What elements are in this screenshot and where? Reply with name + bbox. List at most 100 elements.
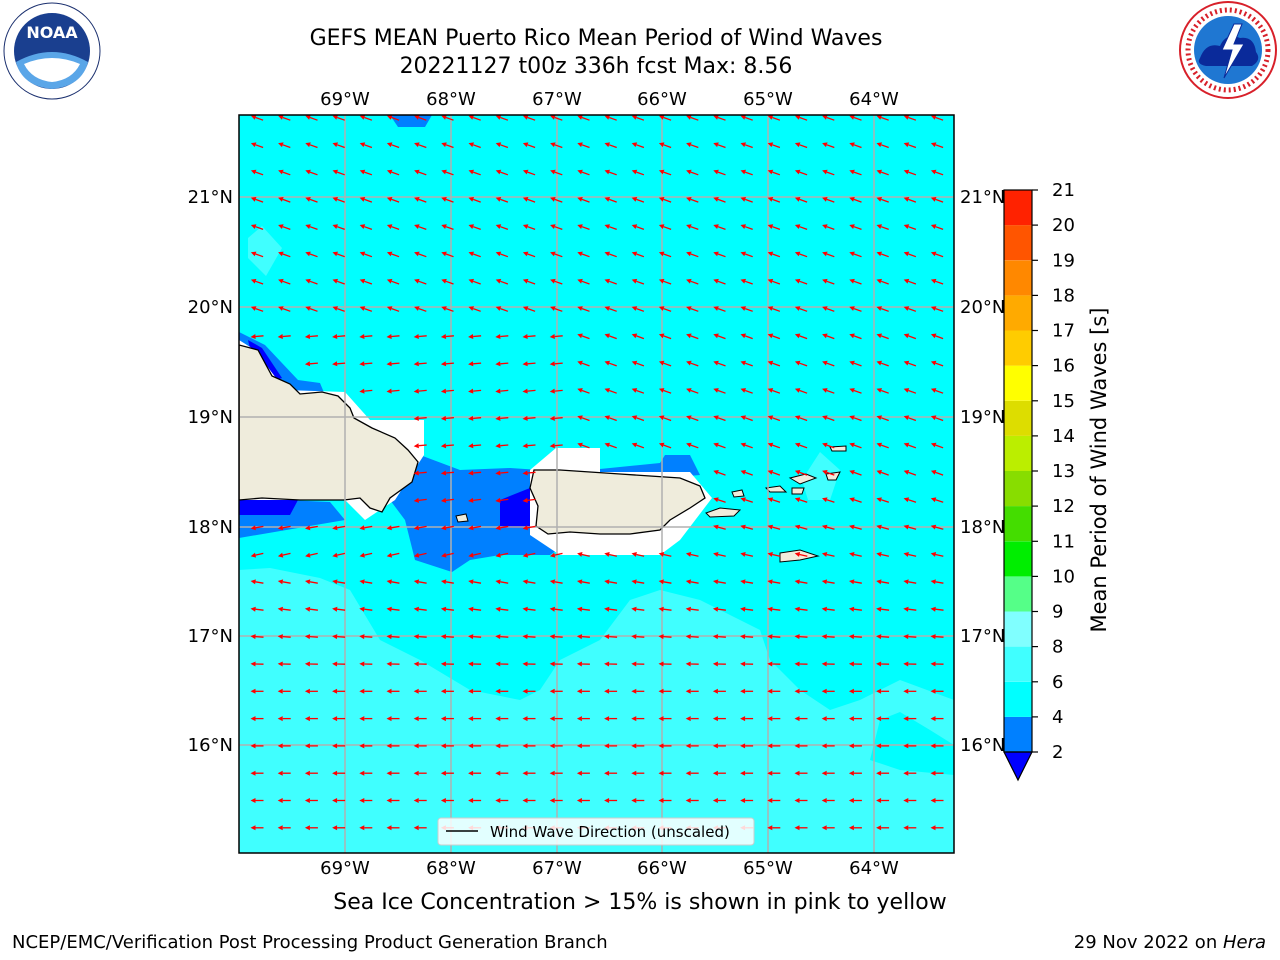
wave-direction-arrow bbox=[658, 716, 672, 722]
colorbar-tick-label: 2 bbox=[1052, 742, 1063, 763]
wave-direction-arrow bbox=[686, 142, 699, 149]
wave-direction-arrow bbox=[631, 278, 645, 285]
wave-direction-arrow bbox=[767, 388, 781, 394]
wave-direction-arrow bbox=[549, 743, 563, 749]
wave-direction-arrow bbox=[740, 442, 753, 449]
wave-direction-arrow bbox=[359, 579, 373, 585]
wave-direction-arrow bbox=[685, 770, 699, 776]
wave-direction-arrow bbox=[685, 579, 699, 585]
wave-direction-arrow bbox=[767, 716, 781, 722]
wave-direction-arrow bbox=[740, 770, 754, 776]
wave-direction-arrow bbox=[685, 716, 699, 722]
wave-direction-arrow bbox=[359, 798, 373, 803]
wave-direction-arrow bbox=[685, 552, 699, 557]
wave-direction-arrow bbox=[767, 798, 781, 803]
wave-direction-arrow bbox=[767, 142, 781, 149]
wave-direction-arrow bbox=[658, 333, 672, 340]
wave-direction-arrow bbox=[332, 278, 345, 285]
wave-direction-arrow bbox=[604, 743, 618, 749]
wave-direction-arrow bbox=[250, 688, 264, 694]
wave-direction-arrow bbox=[903, 743, 917, 749]
wave-direction-arrow bbox=[550, 142, 563, 149]
wave-direction-arrow bbox=[821, 579, 835, 585]
wave-direction-arrow bbox=[740, 579, 754, 585]
wave-direction-arrow bbox=[577, 552, 590, 557]
map-gridlines bbox=[239, 115, 954, 853]
wave-direction-arrow bbox=[930, 661, 944, 667]
wave-direction-arrow bbox=[604, 142, 617, 149]
colorbar-tick-label: 19 bbox=[1052, 250, 1075, 271]
wave-direction-arrow bbox=[849, 470, 862, 476]
colorbar-segment bbox=[1004, 646, 1032, 682]
wave-direction-arrow bbox=[468, 552, 482, 558]
wave-direction-arrow bbox=[332, 115, 345, 121]
wave-direction-arrow bbox=[822, 442, 835, 449]
wave-direction-arrow bbox=[794, 278, 808, 285]
wave-direction-arrow bbox=[576, 716, 590, 722]
lat-label-left: 16°N bbox=[188, 735, 233, 756]
wave-direction-arrow bbox=[250, 661, 264, 667]
wave-direction-arrow bbox=[876, 552, 890, 557]
wave-direction-arrow bbox=[305, 142, 318, 149]
wave-direction-arrow bbox=[767, 224, 781, 231]
wave-direction-arrow bbox=[440, 361, 454, 367]
wave-direction-arrow bbox=[658, 634, 672, 640]
wave-direction-arrow bbox=[577, 224, 590, 231]
wave-direction-arrow bbox=[604, 415, 617, 422]
wave-direction-arrow bbox=[250, 770, 264, 776]
wave-direction-arrow bbox=[440, 743, 454, 749]
map-area: Wind Wave Direction (unscaled) bbox=[239, 115, 954, 853]
wave-direction-arrow bbox=[549, 716, 563, 722]
wave-direction-arrow bbox=[685, 634, 699, 640]
wave-direction-arrow bbox=[794, 442, 808, 449]
colorbar-tick-label: 12 bbox=[1052, 496, 1075, 517]
wave-direction-arrow bbox=[903, 688, 917, 694]
wave-direction-arrow bbox=[522, 169, 536, 176]
wave-direction-arrow bbox=[413, 443, 427, 449]
wave-direction-arrow bbox=[577, 142, 590, 149]
wave-direction-arrow bbox=[740, 552, 754, 557]
wave-direction-arrow bbox=[767, 606, 781, 612]
wave-direction-arrow bbox=[930, 388, 944, 394]
wave-direction-arrow bbox=[441, 142, 454, 149]
wave-direction-arrow bbox=[550, 197, 563, 203]
wave-direction-arrow bbox=[577, 579, 590, 585]
wave-direction-arrow bbox=[250, 606, 264, 612]
wave-direction-arrow bbox=[794, 497, 808, 503]
wave-direction-arrow bbox=[767, 197, 781, 203]
wave-direction-arrow bbox=[495, 361, 509, 367]
wave-direction-arrow bbox=[849, 169, 862, 176]
wave-direction-arrow bbox=[849, 142, 862, 149]
wave-direction-arrow bbox=[685, 688, 699, 694]
wave-direction-arrow bbox=[522, 634, 536, 640]
wave-direction-arrow bbox=[903, 606, 917, 612]
wave-direction-arrow bbox=[359, 606, 373, 612]
wave-direction-arrow bbox=[658, 743, 672, 749]
wave-direction-arrow bbox=[277, 688, 291, 694]
wave-direction-arrow bbox=[250, 716, 264, 722]
wave-direction-arrow bbox=[631, 579, 645, 585]
wave-direction-arrow bbox=[794, 688, 808, 694]
wave-direction-arrow bbox=[304, 661, 318, 667]
wave-direction-arrow bbox=[468, 142, 481, 149]
wave-direction-arrow bbox=[304, 825, 318, 831]
wave-direction-arrow bbox=[332, 142, 345, 149]
wave-direction-arrow bbox=[794, 197, 808, 203]
wave-direction-arrow bbox=[686, 251, 699, 258]
wave-direction-arrow bbox=[468, 361, 482, 367]
wave-direction-arrow bbox=[495, 334, 509, 339]
wave-direction-arrow bbox=[631, 798, 645, 803]
wave-direction-arrow bbox=[876, 388, 889, 394]
wave-direction-arrow bbox=[332, 169, 345, 176]
wave-direction-arrow bbox=[495, 115, 509, 121]
wave-direction-arrow bbox=[250, 278, 264, 285]
lat-label-right: 20°N bbox=[960, 297, 1005, 318]
wave-direction-arrow bbox=[577, 306, 590, 312]
wave-direction-arrow bbox=[686, 115, 699, 121]
wave-direction-arrow bbox=[550, 278, 563, 285]
wave-direction-arrow bbox=[876, 524, 890, 530]
hispaniola-land bbox=[239, 344, 419, 513]
wave-direction-arrow bbox=[468, 770, 482, 776]
wave-direction-arrow bbox=[876, 497, 890, 503]
wave-direction-arrow bbox=[305, 169, 318, 176]
